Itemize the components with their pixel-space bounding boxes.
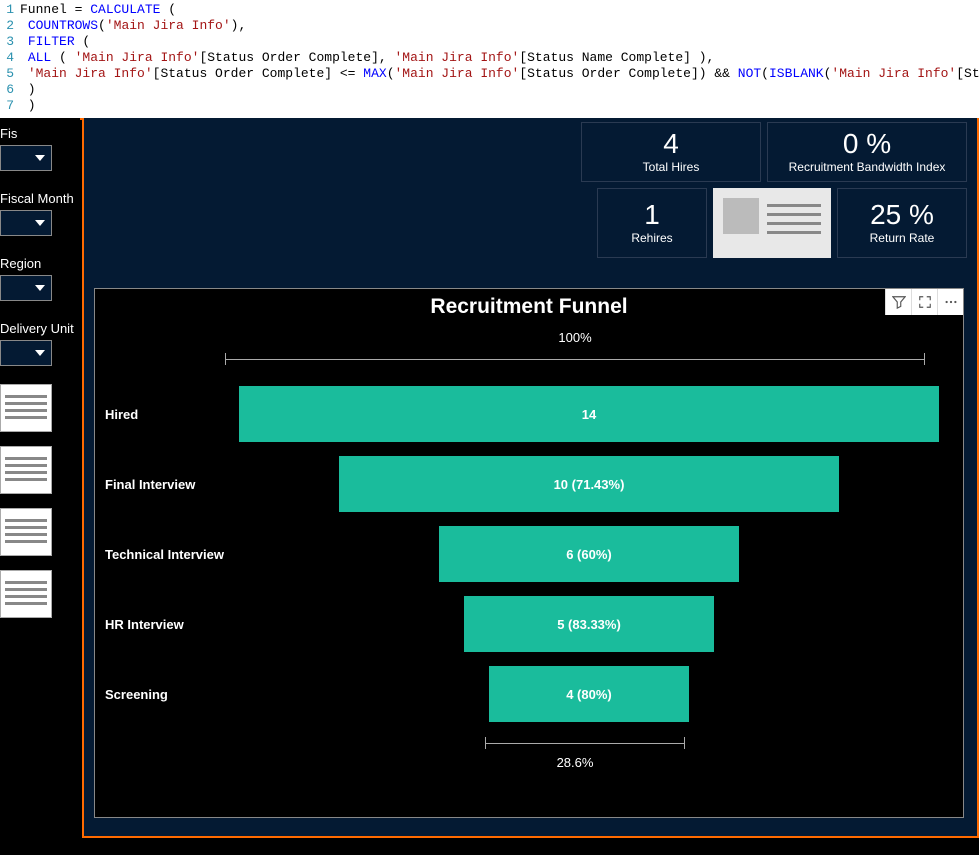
slicer-dropdown[interactable] (0, 145, 52, 171)
kpi-value: 25 % (844, 201, 960, 229)
funnel-bar[interactable]: 5 (83.33%) (464, 596, 714, 652)
slicer-dropdown[interactable] (0, 210, 52, 236)
funnel-bar-wrap: 14 (235, 386, 943, 442)
chart-title: Recruitment Funnel (95, 289, 963, 322)
visual-placeholder[interactable] (0, 508, 52, 556)
funnel-row[interactable]: HR Interview 5 (83.33%) (105, 589, 943, 659)
line-number: 3 (0, 34, 16, 50)
kpi-label: Rehires (604, 231, 700, 245)
more-options-icon[interactable] (937, 289, 963, 315)
code-content[interactable]: COUNTROWS('Main Jira Info'), (16, 18, 246, 34)
funnel-category: Final Interview (105, 477, 235, 492)
funnel-row[interactable]: Screening 4 (80%) (105, 659, 943, 729)
code-content[interactable]: ALL ( 'Main Jira Info'[Status Order Comp… (16, 50, 714, 66)
code-content[interactable]: ) (16, 98, 36, 114)
placeholder-icon (723, 198, 759, 234)
placeholder-lines (767, 198, 821, 248)
code-line[interactable]: 5 'Main Jira Info'[Status Order Complete… (0, 66, 979, 82)
dashboard: Fis Fiscal Month Region Delivery Unit 4 Tot… (0, 118, 979, 855)
funnel-bar-wrap: 10 (71.43%) (235, 456, 943, 512)
funnel-bar[interactable]: 4 (80%) (489, 666, 689, 722)
code-content[interactable]: ) (16, 82, 36, 98)
funnel-visual[interactable]: Recruitment Funnel 100% Hired 14 Final Int… (94, 288, 964, 818)
slicer-label: Region (0, 254, 80, 275)
funnel-rows: Hired 14 Final Interview 10 (71.43%) Technic… (105, 379, 943, 729)
kpi-total-hires[interactable]: 4 Total Hires (581, 122, 761, 182)
kpi-bandwidth[interactable]: 0 % Recruitment Bandwidth Index (767, 122, 967, 182)
funnel-bar[interactable]: 14 (239, 386, 939, 442)
slicer-dropdown[interactable] (0, 275, 52, 301)
slicer-label: Delivery Unit (0, 319, 80, 340)
kpi-value: 1 (604, 201, 700, 229)
report-canvas: 4 Total Hires 0 % Recruitment Bandwidth … (82, 118, 979, 838)
funnel-bar[interactable]: 10 (71.43%) (339, 456, 839, 512)
funnel-row[interactable]: Technical Interview 6 (60%) (105, 519, 943, 589)
line-number: 4 (0, 50, 16, 66)
code-line[interactable]: 1Funnel = CALCULATE ( (0, 2, 979, 18)
kpi-label: Return Rate (844, 231, 960, 245)
slicer-label: Fis (0, 124, 80, 145)
kpi-return-rate[interactable]: 25 % Return Rate (837, 188, 967, 258)
bottom-scale-line (485, 733, 685, 753)
kpi-row-bottom: 1 Rehires 25 % Return Rate (597, 188, 967, 258)
funnel-category: Screening (105, 687, 235, 702)
filter-icon[interactable] (885, 289, 911, 315)
line-number: 6 (0, 82, 16, 98)
top-scale-label: 100% (225, 330, 925, 345)
code-content[interactable]: 'Main Jira Info'[Status Order Complete] … (16, 66, 979, 82)
kpi-row-top: 4 Total Hires 0 % Recruitment Bandwidth … (581, 122, 967, 182)
top-scale-line (225, 349, 925, 369)
funnel-category: HR Interview (105, 617, 235, 632)
kpi-rehires[interactable]: 1 Rehires (597, 188, 707, 258)
kpi-label: Recruitment Bandwidth Index (774, 160, 960, 174)
code-line[interactable]: 2 COUNTROWS('Main Jira Info'), (0, 18, 979, 34)
line-number: 2 (0, 18, 16, 34)
bottom-scale-label: 28.6% (225, 755, 925, 770)
line-number: 1 (0, 2, 16, 18)
funnel-bar-wrap: 4 (80%) (235, 666, 943, 722)
funnel-bar[interactable]: 6 (60%) (439, 526, 739, 582)
code-line[interactable]: 7 ) (0, 98, 979, 114)
visual-placeholder[interactable] (713, 188, 831, 258)
visual-placeholder[interactable] (0, 446, 52, 494)
code-content[interactable]: Funnel = CALCULATE ( (16, 2, 176, 18)
visual-placeholder[interactable] (0, 384, 52, 432)
line-number: 7 (0, 98, 16, 114)
funnel-row[interactable]: Hired 14 (105, 379, 943, 449)
code-line[interactable]: 4 ALL ( 'Main Jira Info'[Status Order Co… (0, 50, 979, 66)
slicer-label: Fiscal Month (0, 189, 80, 210)
kpi-value: 4 (588, 130, 754, 158)
kpi-value: 0 % (774, 130, 960, 158)
visual-placeholder[interactable] (0, 570, 52, 618)
line-number: 5 (0, 66, 16, 82)
funnel-category: Technical Interview (105, 547, 235, 562)
funnel-category: Hired (105, 407, 235, 422)
slicer-dropdown[interactable] (0, 340, 52, 366)
funnel-row[interactable]: Final Interview 10 (71.43%) (105, 449, 943, 519)
kpi-label: Total Hires (588, 160, 754, 174)
code-line[interactable]: 6 ) (0, 82, 979, 98)
funnel-bar-wrap: 5 (83.33%) (235, 596, 943, 652)
filters-sidebar: Fis Fiscal Month Region Delivery Unit (0, 118, 80, 838)
visual-header-toolbar (885, 289, 963, 315)
funnel-bar-wrap: 6 (60%) (235, 526, 943, 582)
code-content[interactable]: FILTER ( (16, 34, 90, 50)
dax-editor[interactable]: 1Funnel = CALCULATE (2 COUNTROWS('Main J… (0, 0, 979, 118)
chart-body: 100% Hired 14 Final Interview 10 (71.43%) Te… (95, 322, 963, 780)
code-line[interactable]: 3 FILTER ( (0, 34, 979, 50)
focus-mode-icon[interactable] (911, 289, 937, 315)
